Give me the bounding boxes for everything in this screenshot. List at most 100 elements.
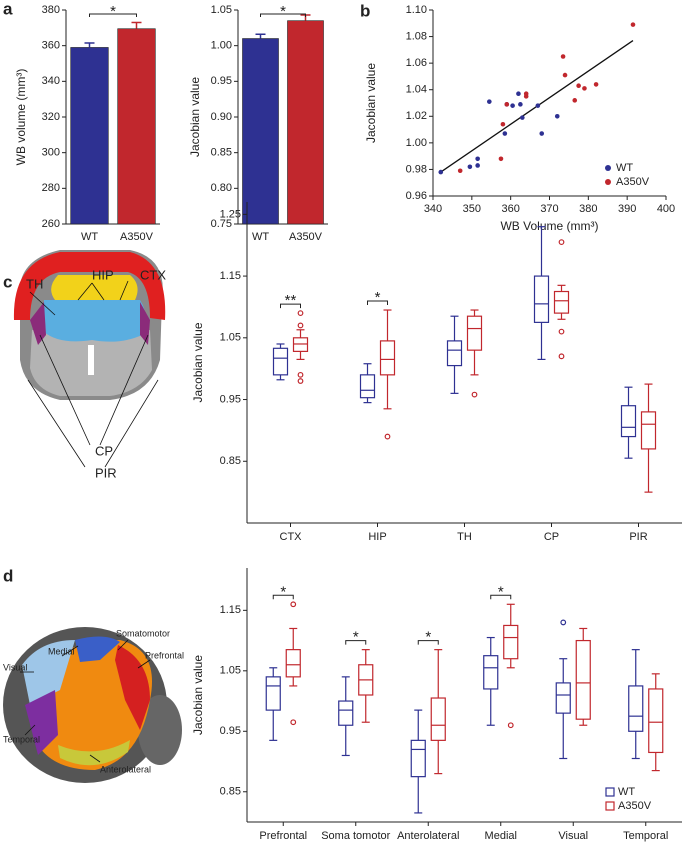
point [582, 86, 587, 91]
y-tick-label: 0.85 [220, 786, 241, 798]
box [533, 275, 550, 323]
legend-marker [605, 179, 611, 185]
point [475, 163, 480, 168]
panel-label: c [3, 272, 12, 291]
x-tick-label: A350V [120, 231, 154, 243]
point [475, 156, 480, 162]
x-tick-label: WT [252, 231, 269, 243]
point [498, 156, 504, 162]
outlier [290, 601, 297, 608]
significance-label: * [280, 3, 286, 20]
significance-label: * [280, 583, 286, 600]
box [292, 337, 309, 352]
x-tick-label: 390 [618, 203, 636, 215]
box [359, 374, 376, 399]
box [483, 655, 499, 690]
x-tick-label: 380 [579, 203, 597, 215]
x-tick-label: PIR [629, 531, 647, 543]
box [575, 639, 591, 720]
y-tick-label: 300 [42, 147, 60, 159]
legend-label: A350V [616, 176, 650, 188]
bar [287, 20, 324, 225]
box [466, 315, 483, 351]
y-axis-label: Jacobian value [364, 63, 378, 143]
outlier [297, 378, 304, 384]
point [520, 115, 525, 120]
box [628, 685, 644, 732]
outlier [297, 310, 304, 317]
coronal-brain-image [13, 250, 166, 468]
point [554, 113, 560, 119]
significance-label: * [425, 629, 431, 646]
box [285, 649, 301, 678]
x-tick-label: 360 [501, 203, 519, 215]
significance-bracket [260, 13, 306, 17]
box [446, 340, 463, 367]
x-tick-label: Anterolateral [397, 830, 459, 842]
box [555, 682, 571, 714]
y-tick-label: 1.02 [406, 110, 427, 122]
y-tick-label: 1.05 [220, 332, 241, 344]
outlier [507, 722, 514, 729]
point [457, 168, 463, 174]
x-tick-label: Temporal [623, 830, 668, 842]
image-label: PIR [95, 465, 117, 480]
box [272, 347, 289, 376]
significance-bracket [417, 640, 439, 645]
point [438, 169, 444, 175]
y-tick-label: 0.95 [220, 393, 241, 405]
point [576, 83, 581, 89]
point [518, 102, 523, 107]
image-label: Visual [3, 662, 27, 672]
significance-bracket [367, 300, 388, 306]
point [500, 121, 506, 127]
x-tick-label: A350V [289, 231, 323, 243]
y-tick-label: 0.95 [211, 75, 232, 87]
box [265, 676, 281, 711]
y-tick-label: 1.05 [220, 665, 241, 677]
image-label: Medial [48, 646, 75, 656]
outlier [560, 619, 567, 626]
y-tick-label: 0.75 [211, 218, 232, 230]
point [560, 54, 566, 59]
box [410, 739, 426, 778]
x-tick-label: TH [457, 531, 472, 543]
point [516, 91, 521, 96]
y-tick-label: 1.15 [220, 604, 241, 616]
outlier [290, 719, 297, 726]
significance-bracket [345, 640, 367, 645]
y-tick-label: 0.90 [211, 111, 232, 123]
y-tick-label: 1.15 [220, 270, 241, 282]
y-axis-label: Jacobian value [191, 655, 205, 735]
point [539, 131, 545, 136]
y-tick-label: 360 [42, 40, 60, 52]
image-label: TH [26, 276, 43, 291]
outlier [297, 371, 304, 378]
outlier [558, 239, 565, 246]
point [467, 164, 473, 170]
box [338, 700, 354, 726]
image-label: Somatomotor [116, 628, 170, 638]
outlier [558, 328, 565, 335]
y-tick-label: 0.80 [211, 182, 232, 194]
y-tick-label: 1.00 [406, 137, 427, 149]
panel-label: a [3, 0, 13, 18]
outlier [471, 391, 478, 398]
point [572, 98, 578, 103]
box [503, 624, 519, 660]
x-tick-label: HIP [368, 531, 386, 543]
significance-label: * [353, 629, 359, 646]
x-tick-label: Visual [558, 830, 588, 842]
significance-label: ** [285, 292, 297, 309]
box [648, 688, 664, 754]
y-tick-label: 1.06 [406, 57, 427, 69]
y-tick-label: 1.05 [211, 4, 232, 16]
image-label: Anterolateral [100, 764, 151, 774]
y-tick-label: 280 [42, 182, 60, 194]
x-tick-label: 340 [424, 203, 442, 215]
x-tick-label: CTX [280, 531, 303, 543]
image-label: Prefrontal [145, 650, 184, 660]
significance-bracket [89, 13, 137, 17]
y-tick-label: 0.85 [211, 147, 232, 159]
